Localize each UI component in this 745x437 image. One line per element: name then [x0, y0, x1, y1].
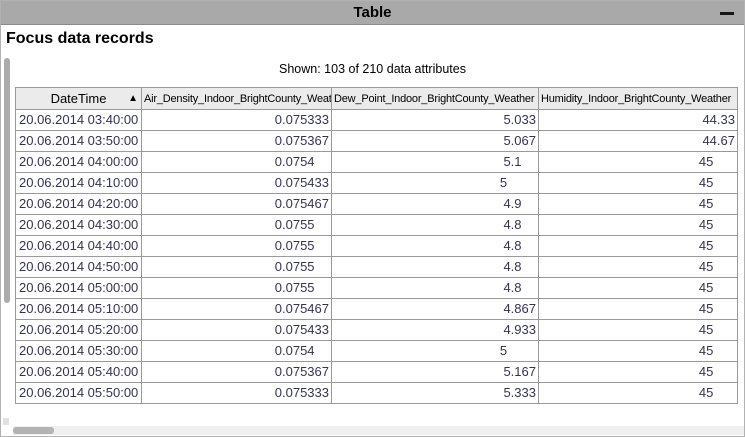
cell-dew-point[interactable]: 4.867	[331, 298, 539, 320]
cell-datetime[interactable]: 20.06.2014 04:00:00	[15, 151, 142, 173]
cell-dew-point[interactable]: 5.167	[331, 361, 539, 383]
column-header-label: DateTime	[50, 91, 107, 106]
cell-datetime[interactable]: 20.06.2014 05:30:00	[15, 340, 142, 362]
cell-humidity[interactable]: 45	[538, 382, 738, 404]
minimize-button[interactable]	[716, 1, 738, 25]
cell-humidity[interactable]: 44.67	[538, 130, 738, 152]
column-header-datetime[interactable]: DateTime ▲	[15, 87, 142, 110]
cell-dew-point[interactable]: 4.9	[331, 193, 539, 215]
cell-air-density[interactable]: 0.075367	[141, 361, 332, 383]
cell-datetime[interactable]: 20.06.2014 03:50:00	[15, 130, 142, 152]
table-row[interactable]: 20.06.2014 05:50:00 0.075333 5.333 45	[15, 382, 738, 404]
minimize-icon	[720, 11, 734, 15]
cell-humidity[interactable]: 45	[538, 193, 738, 215]
cell-dew-point[interactable]: 5.033	[331, 109, 539, 131]
cell-datetime[interactable]: 20.06.2014 04:30:00	[15, 214, 142, 236]
cell-datetime[interactable]: 20.06.2014 04:10:00	[15, 172, 142, 194]
cell-dew-point[interactable]: 5	[331, 340, 539, 362]
cell-dew-point[interactable]: 5.067	[331, 130, 539, 152]
table-row[interactable]: 20.06.2014 05:00:00 0.0755 4.8 45	[15, 277, 738, 299]
table-row[interactable]: 20.06.2014 04:10:00 0.075433 5 45	[15, 172, 738, 194]
table-row[interactable]: 20.06.2014 04:40:00 0.0755 4.8 45	[15, 235, 738, 257]
cell-air-density[interactable]: 0.075433	[141, 319, 332, 341]
vertical-scrollbar-track-end	[3, 418, 9, 425]
table-row[interactable]: 20.06.2014 04:30:00 0.0755 4.8 45	[15, 214, 738, 236]
data-table: DateTime ▲ Air_Density_Indoor_BrightCoun…	[15, 87, 738, 404]
cell-datetime[interactable]: 20.06.2014 05:20:00	[15, 319, 142, 341]
cell-humidity[interactable]: 45	[538, 214, 738, 236]
cell-datetime[interactable]: 20.06.2014 05:50:00	[15, 382, 142, 404]
cell-dew-point[interactable]: 4.8	[331, 214, 539, 236]
cell-humidity[interactable]: 45	[538, 277, 738, 299]
cell-humidity[interactable]: 45	[538, 319, 738, 341]
cell-humidity[interactable]: 45	[538, 172, 738, 194]
cell-air-density[interactable]: 0.0755	[141, 214, 332, 236]
cell-air-density[interactable]: 0.0755	[141, 277, 332, 299]
cell-humidity[interactable]: 44.33	[538, 109, 738, 131]
cell-air-density[interactable]: 0.075333	[141, 109, 332, 131]
cell-air-density[interactable]: 0.075367	[141, 130, 332, 152]
cell-datetime[interactable]: 20.06.2014 05:40:00	[15, 361, 142, 383]
table-row[interactable]: 20.06.2014 05:10:00 0.075467 4.867 45	[15, 298, 738, 320]
horizontal-scrollbar-thumb[interactable]	[13, 427, 54, 434]
page-title: Focus data records	[6, 30, 154, 47]
table-row[interactable]: 20.06.2014 04:00:00 0.0754 5.1 45	[15, 151, 738, 173]
cell-air-density[interactable]: 0.0754	[141, 340, 332, 362]
table-row[interactable]: 20.06.2014 04:20:00 0.075467 4.9 45	[15, 193, 738, 215]
column-header-dew-point[interactable]: Dew_Point_Indoor_BrightCounty_Weather	[331, 87, 539, 110]
cell-air-density[interactable]: 0.075467	[141, 193, 332, 215]
table-row[interactable]: 20.06.2014 05:40:00 0.075367 5.167 45	[15, 361, 738, 383]
column-header-humidity[interactable]: Humidity_Indoor_BrightCounty_Weather	[538, 87, 738, 110]
table-row[interactable]: 20.06.2014 05:20:00 0.075433 4.933 45	[15, 319, 738, 341]
cell-dew-point[interactable]: 5.333	[331, 382, 539, 404]
table-row[interactable]: 20.06.2014 04:50:00 0.0755 4.8 45	[15, 256, 738, 278]
cell-air-density[interactable]: 0.0755	[141, 256, 332, 278]
cell-air-density[interactable]: 0.0754	[141, 151, 332, 173]
cell-humidity[interactable]: 45	[538, 256, 738, 278]
cell-dew-point[interactable]: 4.933	[331, 319, 539, 341]
cell-datetime[interactable]: 20.06.2014 05:00:00	[15, 277, 142, 299]
cell-datetime[interactable]: 20.06.2014 05:10:00	[15, 298, 142, 320]
vertical-scrollbar-thumb[interactable]	[4, 58, 10, 303]
cell-air-density[interactable]: 0.0755	[141, 235, 332, 257]
shown-status-text: Shown: 103 of 210 data attributes	[279, 62, 466, 76]
cell-dew-point[interactable]: 5	[331, 172, 539, 194]
table-row[interactable]: 20.06.2014 03:50:00 0.075367 5.067 44.67	[15, 130, 738, 152]
cell-humidity[interactable]: 45	[538, 340, 738, 362]
cell-air-density[interactable]: 0.075433	[141, 172, 332, 194]
horizontal-scrollbar-track[interactable]	[13, 426, 744, 435]
cell-dew-point[interactable]: 5.1	[331, 151, 539, 173]
cell-datetime[interactable]: 20.06.2014 04:40:00	[15, 235, 142, 257]
cell-air-density[interactable]: 0.075333	[141, 382, 332, 404]
table-body: 20.06.2014 03:40:00 0.075333 5.033 44.33 20.…	[15, 109, 738, 404]
table-header-row: DateTime ▲ Air_Density_Indoor_BrightCoun…	[15, 87, 738, 110]
cell-humidity[interactable]: 45	[538, 361, 738, 383]
cell-humidity[interactable]: 45	[538, 151, 738, 173]
cell-dew-point[interactable]: 4.8	[331, 277, 539, 299]
column-header-air-density[interactable]: Air_Density_Indoor_BrightCounty_Weather	[141, 87, 332, 110]
window-title: Table	[353, 4, 392, 21]
cell-dew-point[interactable]: 4.8	[331, 235, 539, 257]
window-titlebar[interactable]: Table	[1, 1, 744, 25]
cell-dew-point[interactable]: 4.8	[331, 256, 539, 278]
cell-humidity[interactable]: 45	[538, 298, 738, 320]
cell-datetime[interactable]: 20.06.2014 04:50:00	[15, 256, 142, 278]
sort-ascending-icon[interactable]: ▲	[128, 92, 138, 104]
table-row[interactable]: 20.06.2014 03:40:00 0.075333 5.033 44.33	[15, 109, 738, 131]
cell-datetime[interactable]: 20.06.2014 04:20:00	[15, 193, 142, 215]
cell-datetime[interactable]: 20.06.2014 03:40:00	[15, 109, 142, 131]
cell-air-density[interactable]: 0.075467	[141, 298, 332, 320]
table-row[interactable]: 20.06.2014 05:30:00 0.0754 5 45	[15, 340, 738, 362]
cell-humidity[interactable]: 45	[538, 235, 738, 257]
